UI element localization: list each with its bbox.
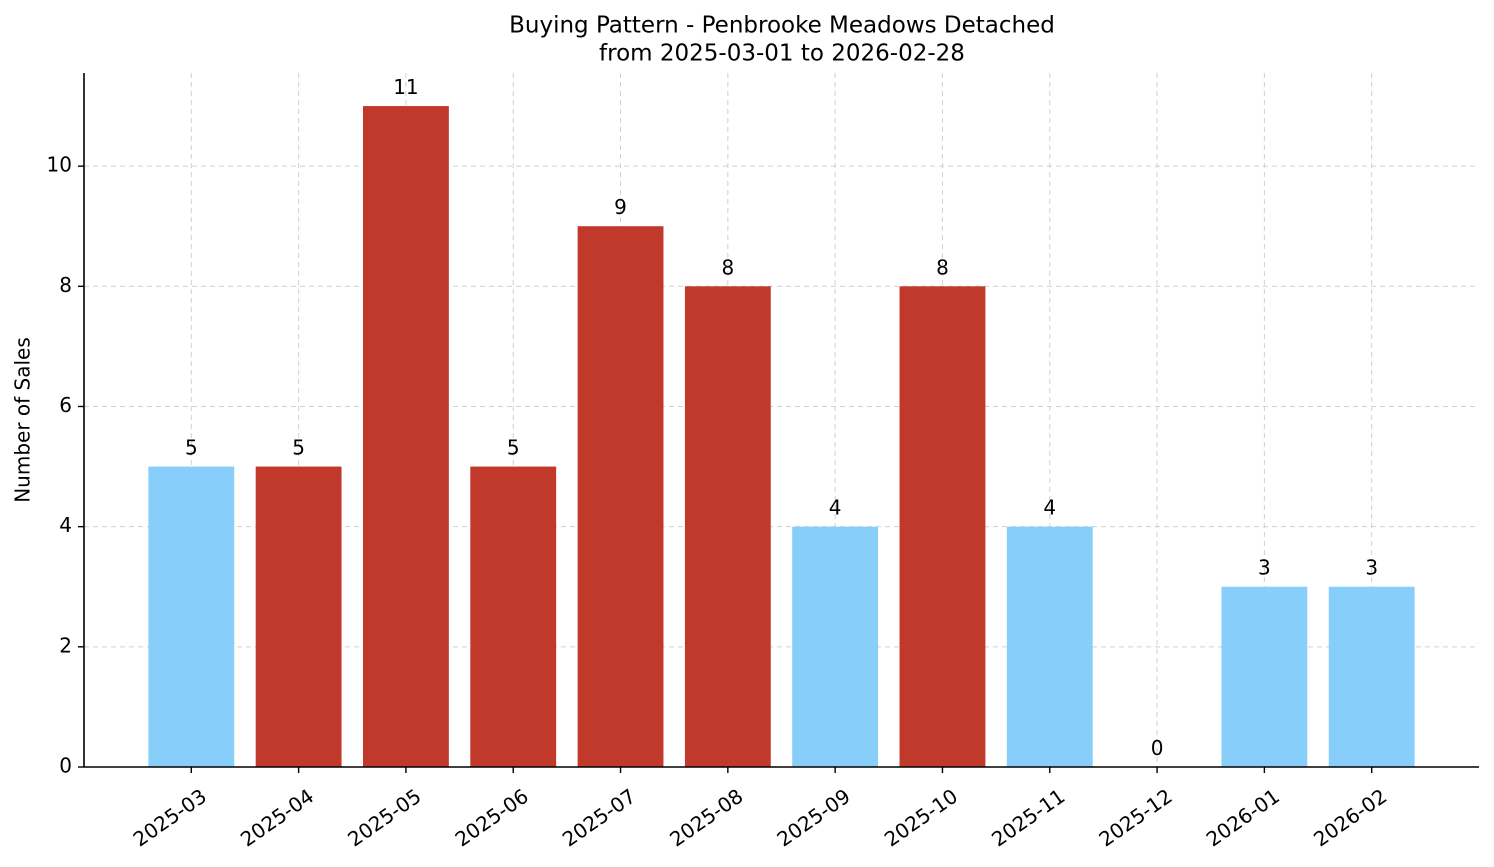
bar [255,466,342,767]
bar [1328,586,1415,767]
x-tick-label: 2025-03 [129,784,211,852]
data-label: 3 [1365,556,1378,580]
data-label: 4 [829,496,842,520]
data-label: 0 [1151,736,1164,760]
bar [470,466,557,767]
bar [148,466,235,767]
x-tick-label: 2025-06 [451,784,533,852]
x-tick-label: 2025-10 [880,784,962,852]
data-label: 5 [507,436,520,460]
data-label: 3 [1258,556,1271,580]
y-tick-label: 4 [59,513,72,537]
chart-title: Buying Pattern - Penbrooke Meadows Detac… [509,13,1055,39]
y-tick-label: 8 [59,273,72,297]
y-tick-label: 10 [47,153,72,177]
x-tick-label: 2025-09 [773,784,855,852]
data-label: 9 [614,195,627,219]
x-tick-label: 2025-07 [558,784,640,852]
y-tick-label: 6 [59,393,72,417]
data-label: 4 [1043,496,1056,520]
x-tick-label: 2025-12 [1094,784,1176,852]
x-tick-label: 2025-08 [665,784,747,852]
data-label: 8 [721,255,734,279]
x-tick-label: 2025-04 [236,784,318,852]
bar [684,286,771,767]
x-tick-label: 2026-02 [1309,784,1391,852]
bar [899,286,986,767]
x-tick-label: 2026-01 [1202,784,1284,852]
chart-subtitle: from 2025-03-01 to 2026-02-28 [599,41,965,67]
y-axis-label: Number of Sales [11,337,35,503]
data-label: 5 [185,436,198,460]
data-label: 8 [936,255,949,279]
x-tick-label: 2025-11 [987,784,1069,852]
x-tick-label: 2025-05 [343,784,425,852]
bar [363,106,449,768]
y-tick-label: 0 [59,754,72,778]
y-tick-label: 2 [59,633,72,657]
bar [792,526,879,767]
bar [577,226,664,768]
data-label: 5 [292,436,305,460]
bar [1006,526,1093,767]
bar [1221,586,1308,767]
data-label: 11 [393,75,418,99]
